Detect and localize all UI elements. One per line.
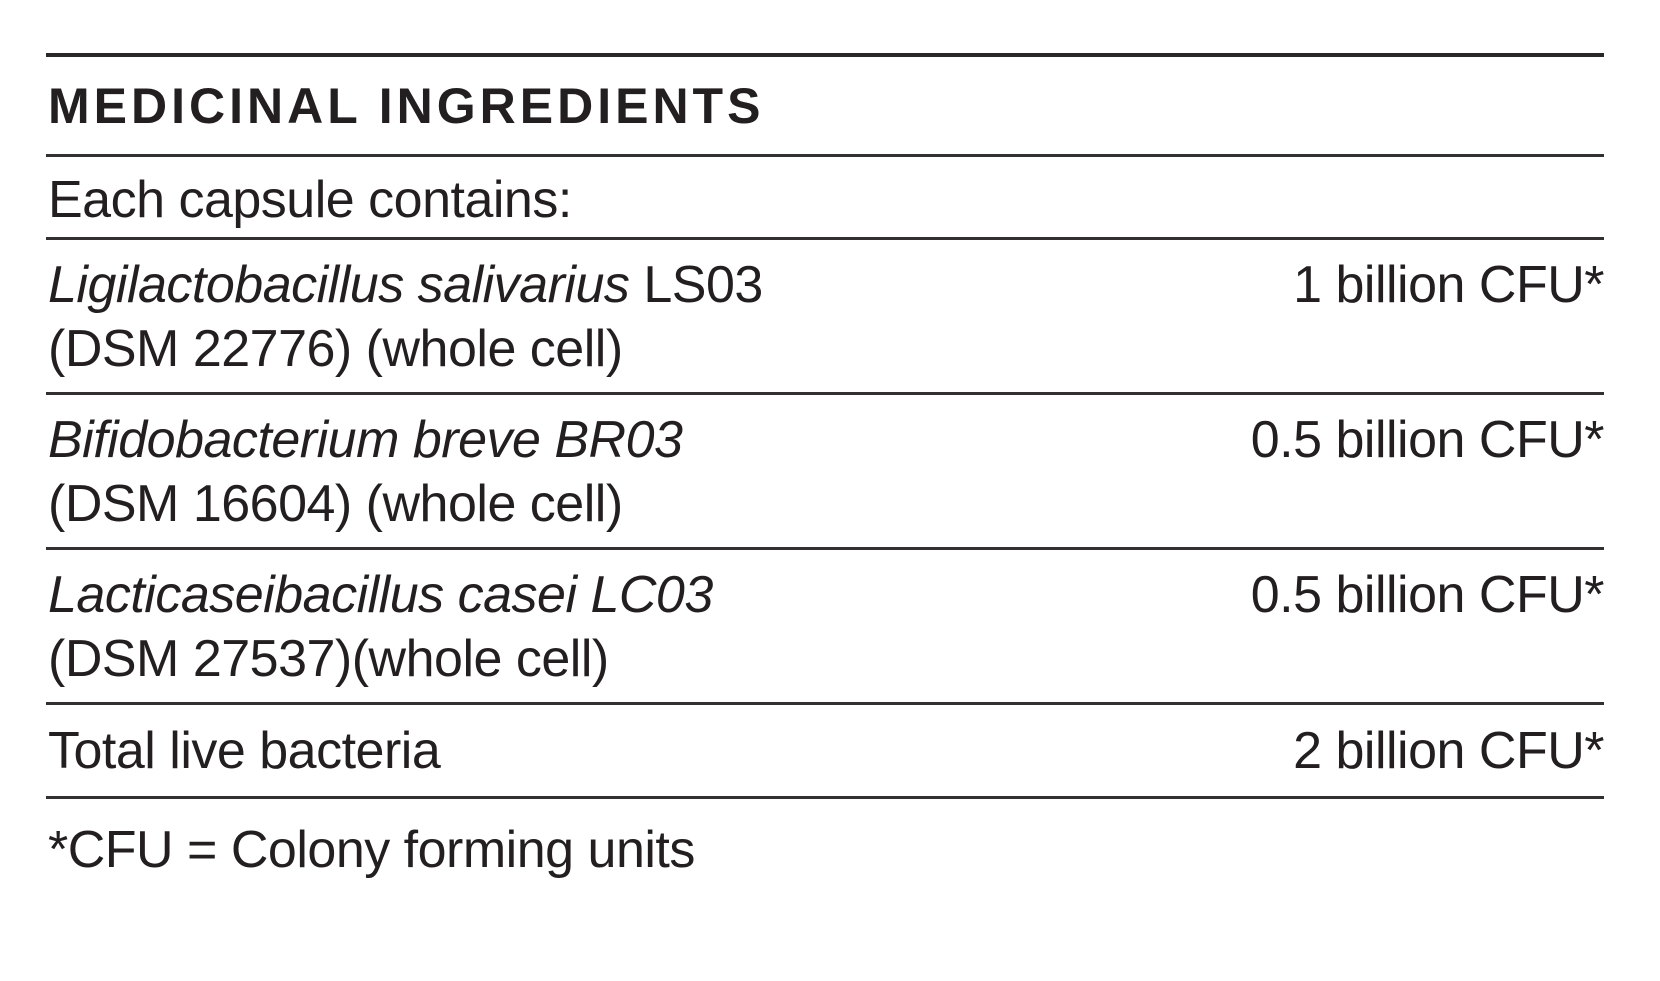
ingredient-detail: (DSM 22776) (whole cell) — [48, 320, 623, 378]
ingredient-strain-code: LS03 — [629, 256, 763, 314]
cfu-footnote: *CFU = Colony forming units — [46, 796, 1604, 880]
ingredient-detail: (DSM 27537)(whole cell) — [48, 630, 609, 688]
ingredient-name: Ligilactobacillus salivarius LS03 (DSM 2… — [48, 253, 1263, 381]
ingredient-detail: (DSM 16604) (whole cell) — [48, 475, 623, 533]
ingredient-amount: 0.5 billion CFU* — [1250, 566, 1605, 624]
ingredient-species-italic: Lacticaseibacillus casei LC03 — [48, 566, 713, 624]
ingredient-amount: 1 billion CFU* — [1293, 256, 1604, 314]
ingredient-row: Ligilactobacillus salivarius LS03 (DSM 2… — [46, 237, 1604, 392]
ingredient-species-italic: Ligilactobacillus salivarius — [48, 256, 630, 314]
ingredient-amount: 0.5 billion CFU* — [1250, 411, 1605, 469]
ingredient-row: Lacticaseibacillus casei LC03 (DSM 27537… — [46, 547, 1605, 702]
total-row: Total live bacteria 2 billion CFU* — [46, 702, 1604, 796]
ingredient-name: Lacticaseibacillus casei LC03 (DSM 27537… — [48, 563, 1221, 691]
medicinal-ingredients-panel: MEDICINAL INGREDIENTS Each capsule conta… — [46, 53, 1605, 880]
total-label: Total live bacteria — [48, 722, 441, 780]
ingredient-row: Bifidobacterium breve BR03 (DSM 16604) (… — [46, 392, 1605, 547]
ingredient-name: Bifidobacterium breve BR03 (DSM 16604) (… — [48, 408, 1221, 536]
ingredient-species-italic: Bifidobacterium breve BR03 — [48, 411, 683, 469]
panel-title: MEDICINAL INGREDIENTS — [46, 53, 1604, 154]
total-amount: 2 billion CFU* — [1293, 722, 1604, 780]
panel-subtitle: Each capsule contains: — [46, 154, 1604, 237]
